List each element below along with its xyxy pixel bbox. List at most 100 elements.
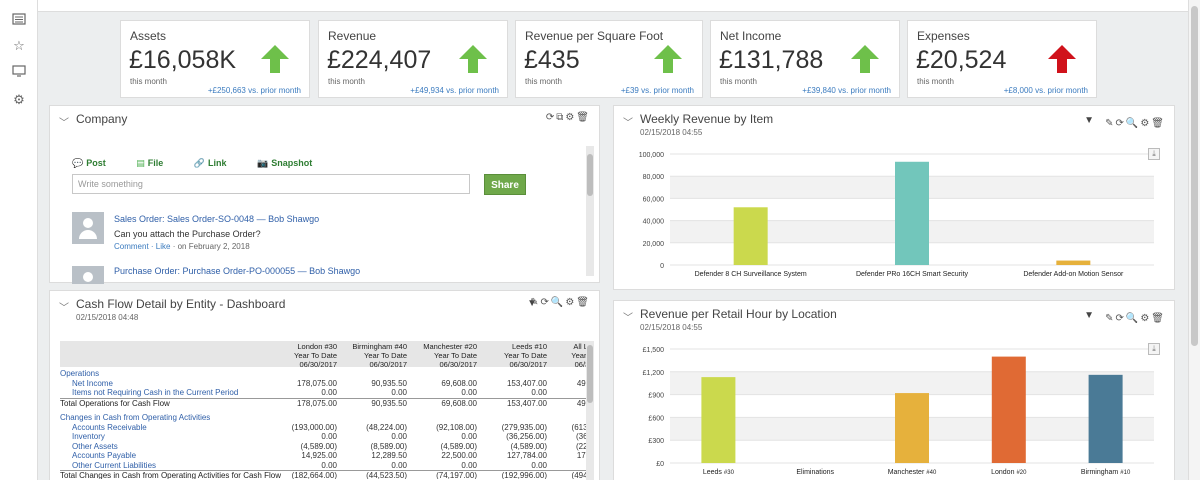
weekly-date: 02/15/2018 04:55 xyxy=(640,128,703,137)
panel-tools[interactable]: ✎⟳🔍⚙🗑 xyxy=(1105,118,1166,129)
y-tick-label: £1,500 xyxy=(643,347,665,354)
cell-value: 0.00 xyxy=(531,388,547,397)
star-icon[interactable]: ☆ xyxy=(13,38,25,53)
tab-snapshot[interactable]: 📷 Snapshot xyxy=(257,158,313,168)
panel-tools[interactable]: ⟳⧉⚙🗑 xyxy=(545,112,591,123)
panel-tools[interactable]: ✎⟳🔍⚙🗑 xyxy=(1105,313,1166,324)
monitor-icon[interactable] xyxy=(11,64,27,80)
table-row[interactable]: Accounts Receivable (193,000.00) (48,224.0… xyxy=(60,423,588,432)
x-tick-label: Leeds #30 xyxy=(703,469,735,476)
chart-bar xyxy=(733,207,768,265)
retail-hour-panel: ﹀ Revenue per Retail Hour by Location 02… xyxy=(613,300,1175,480)
x-tick-label: Manchester #40 xyxy=(888,469,937,476)
row-label: Inventory xyxy=(72,432,105,441)
chart-bar xyxy=(701,377,736,463)
write-something-input[interactable]: Write something xyxy=(72,174,470,194)
y-tick-label: 40,000 xyxy=(643,219,665,226)
cell-value: 0.00 xyxy=(461,432,477,441)
row-label: Accounts Receivable xyxy=(72,422,147,432)
tab-link[interactable]: 🔗 Link xyxy=(193,158,227,168)
table-row[interactable]: Other Current Liabilities 0.00 0.00 0.00 0.0… xyxy=(60,461,588,470)
gear-icon[interactable]: ⚙ xyxy=(13,92,25,107)
y-tick-label: £900 xyxy=(648,393,664,400)
cell-value: 90,935.50 xyxy=(371,398,407,408)
chart-bar xyxy=(1056,260,1091,265)
row-label: Items not Requiring Cash in the Current … xyxy=(72,388,239,397)
kpi-period: this month xyxy=(917,77,954,86)
y-tick-label: 20,000 xyxy=(643,241,665,248)
table-row[interactable]: Items not Requiring Cash in the Current … xyxy=(60,388,588,397)
kpi-change: +£250,663 vs. prior month xyxy=(207,86,301,95)
cell-value: 492,025. xyxy=(576,398,588,408)
chevron-down-icon[interactable]: ﹀ xyxy=(59,118,69,129)
table-row[interactable]: Inventory 0.00 0.00 0.00 (36,256.00) (36,256.… xyxy=(60,432,588,441)
filter-icon[interactable]: ▼ xyxy=(527,298,537,309)
table-scrollbar[interactable] xyxy=(586,341,594,480)
kpi-change: +£49,934 vs. prior month xyxy=(410,86,499,95)
kpi-tile[interactable]: Assets £16,058K this month +£250,663 vs. pr… xyxy=(120,20,310,98)
x-tick-label: Birmingham #10 xyxy=(1081,469,1131,476)
feed-item-title[interactable]: Sales Order: Sales Order-SO-0048 — Bob S… xyxy=(114,214,320,224)
cell-value: 0. xyxy=(538,388,588,397)
cell-value: 178,075.00 xyxy=(296,378,337,388)
list-icon[interactable] xyxy=(11,12,27,28)
page-scrollbar[interactable] xyxy=(1188,0,1200,480)
cell-value: (4,589.00) xyxy=(440,441,477,451)
cell-value: 127,784.00 xyxy=(506,451,547,460)
table-row[interactable]: Operations xyxy=(60,369,588,378)
kpi-title: Net Income xyxy=(720,29,782,43)
cashflow-panel: ﹀ Cash Flow Detail by Entity - Dashboard… xyxy=(49,290,600,480)
kpi-tile[interactable]: Revenue £224,407 this month +£49,934 vs. pr… xyxy=(318,20,508,98)
tab-post[interactable]: 💬 Post xyxy=(72,158,106,168)
comment-link[interactable]: Comment xyxy=(114,242,149,251)
tab-file[interactable]: ▤ File xyxy=(136,158,164,168)
cell-value: (193,000.00) xyxy=(291,422,337,432)
chevron-down-icon[interactable]: ﹀ xyxy=(623,313,633,324)
cell-value: 0. xyxy=(538,461,588,470)
arrow-up-icon xyxy=(459,45,487,73)
kpi-tile[interactable]: Expenses £20,524 this month +£8,000 vs. pri… xyxy=(907,20,1097,98)
chat-icon: 💬 xyxy=(72,158,84,168)
filter-icon[interactable]: ▼ xyxy=(1084,115,1094,126)
table-row[interactable]: Changes in Cash from Operating Activitie… xyxy=(60,413,588,422)
kpi-tile[interactable]: Net Income £131,788 this month +£39,840 vs.… xyxy=(710,20,900,98)
chevron-down-icon[interactable]: ﹀ xyxy=(623,118,633,129)
row-label: Other Current Liabilities xyxy=(72,460,157,470)
feed-item-title[interactable]: Purchase Order: Purchase Order-PO-000055… xyxy=(114,266,361,276)
share-button[interactable]: Share xyxy=(484,174,526,195)
cashflow-date: 02/15/2018 04:48 xyxy=(76,313,139,322)
sidebar: ☆ ⚙ xyxy=(0,0,38,480)
company-title: Company xyxy=(76,112,128,126)
cell-value: (48,224.00) xyxy=(366,422,407,432)
post-tabs: 💬 Post ▤ File 🔗 Link 📷 Snapshot xyxy=(72,158,340,169)
filter-icon[interactable]: ▼ xyxy=(1084,310,1094,321)
chevron-down-icon[interactable]: ﹀ xyxy=(59,303,69,314)
cell-value: (4,589.00) xyxy=(300,441,337,451)
cell-value: (182,664.00) xyxy=(291,471,337,479)
table-row[interactable]: Total Operations for Cash Flow 178,075.00… xyxy=(60,397,588,408)
kpi-value: £20,524 xyxy=(916,46,1007,74)
weekly-title: Weekly Revenue by Item xyxy=(640,112,774,126)
arrow-up-icon xyxy=(851,45,879,73)
row-label: Operations xyxy=(60,369,100,378)
kpi-period: this month xyxy=(720,77,757,86)
weekly-revenue-chart: 0 20,000 40,000 60,000 80,000 100,000 Defender… xyxy=(639,152,1154,278)
table-row[interactable]: Total Changes in Cash from Operating Act… xyxy=(60,470,588,479)
row-label: Accounts Payable xyxy=(72,451,137,460)
avatar xyxy=(72,266,104,284)
table-row[interactable]: Accounts Payable 14,925.00 12,289.50 22,500… xyxy=(60,451,588,460)
feed-scrollbar[interactable] xyxy=(586,146,594,276)
download-icon[interactable]: ⤓ xyxy=(1148,148,1160,160)
table-row[interactable]: Net Income 178,075.00 90,935.50 69,608.00 15… xyxy=(60,379,588,388)
kpi-change: +£39,840 vs. prior month xyxy=(802,86,891,95)
camera-icon: 📷 xyxy=(257,158,269,168)
kpi-tile[interactable]: Revenue per Square Foot £435 this month +£3… xyxy=(515,20,703,98)
download-icon[interactable]: ⤓ xyxy=(1148,343,1160,355)
table-row[interactable]: Other Assets (4,589.00) (8,589.00) (4,589.0… xyxy=(60,442,588,451)
cell-value: 22,500.00 xyxy=(441,451,477,460)
like-link[interactable]: Like xyxy=(155,242,171,251)
cell-value: 69,608.00 xyxy=(441,378,477,388)
panel-tools[interactable]: ✎⟳🔍⚙🗑 xyxy=(530,297,591,308)
kpi-period: this month xyxy=(525,77,562,86)
cell-value: 0.00 xyxy=(461,388,477,397)
